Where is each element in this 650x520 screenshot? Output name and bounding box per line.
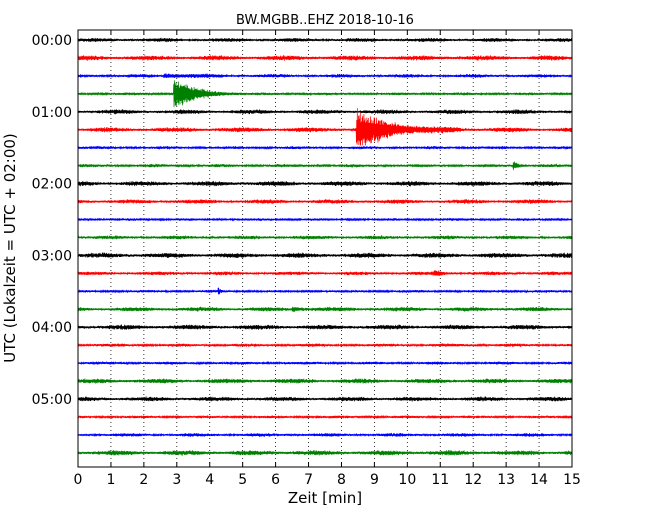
x-tick-label: 8 [337,472,346,488]
grid-lines [110,30,540,467]
trace-row-22 [77,432,573,438]
trace-row-1 [77,55,573,61]
x-tick-label: 14 [530,472,548,488]
trace-row-17 [77,343,573,348]
trace-row-12 [77,252,573,259]
x-tick-label: 11 [431,472,449,488]
trace-row-14 [77,287,573,295]
trace-row-8 [77,180,573,187]
x-tick-label: 2 [139,472,148,488]
x-tick-label: 10 [398,472,416,488]
y-tick-label: 03:00 [32,248,72,264]
trace-row-20 [77,396,573,402]
trace-row-6 [77,145,573,150]
trace-row-11 [77,235,573,240]
y-axis-ticks: 00:00 01:00 02:00 03:00 04:00 05:00 [32,33,572,408]
chart-title: BW.MGBB..EHZ 2018-10-16 [236,13,414,28]
trace-row-15 [77,306,573,313]
y-tick-label: 01:00 [32,105,72,121]
seismic-traces [77,37,573,456]
y-tick-label: 02:00 [32,177,72,193]
trace-row-21 [77,414,573,420]
trace-row-23 [77,450,573,456]
trace-row-4 [77,109,573,115]
trace-row-9 [77,199,573,204]
y-tick-label: 00:00 [32,33,72,49]
trace-row-16 [77,324,573,330]
trace-row-0 [77,37,573,43]
x-tick-label: 5 [238,472,247,488]
x-tick-label: 1 [106,472,115,488]
x-tick-label: 12 [464,472,482,488]
trace-row-10 [77,217,573,222]
trace-row-2 [77,73,573,79]
trace-row-19 [77,378,573,384]
y-tick-label: 04:00 [32,320,72,336]
y-axis-label: UTC (Lokalzeit = UTC + 02:00) [1,133,19,363]
x-tick-label: 6 [271,472,280,488]
trace-row-18 [77,360,573,366]
x-tick-label: 15 [563,472,581,488]
x-tick-label: 4 [205,472,214,488]
y-tick-label: 05:00 [32,392,72,408]
x-tick-label: 7 [304,472,313,488]
x-axis-ticks: 0 1 2 3 4 5 6 7 8 9 10 11 12 13 14 15 [74,30,581,488]
trace-row-5 [77,108,573,146]
x-tick-label: 13 [497,472,515,488]
trace-row-13 [77,270,573,276]
x-tick-label: 9 [370,472,379,488]
x-tick-label: 0 [74,472,83,488]
x-axis-label: Zeit [min] [288,489,362,507]
plot-frame [77,29,573,468]
trace-row-7 [77,161,573,171]
x-tick-label: 3 [172,472,181,488]
trace-row-3 [77,80,573,108]
